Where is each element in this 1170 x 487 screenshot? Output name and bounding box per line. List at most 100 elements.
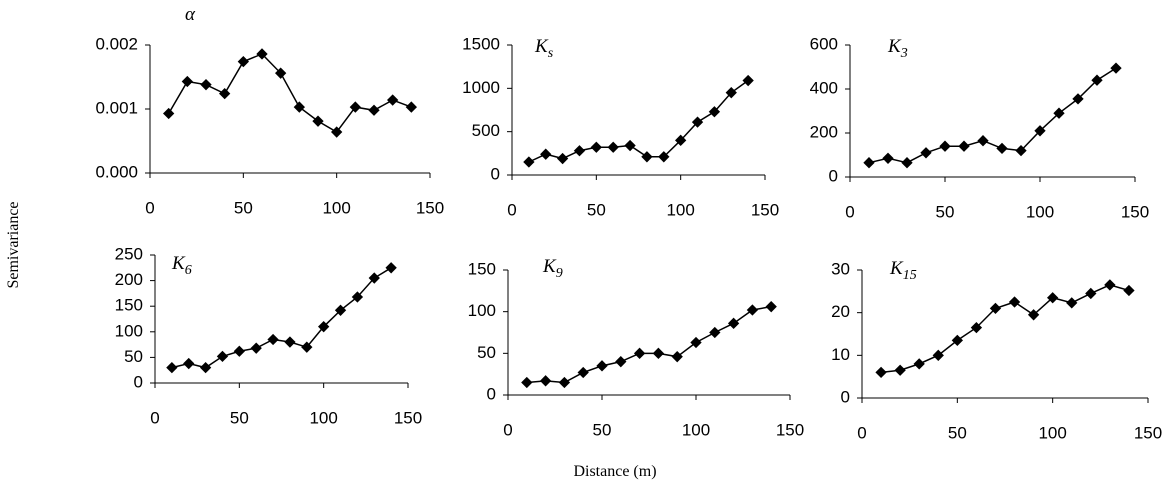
data-point	[894, 364, 906, 376]
y-tick-label: 1000	[462, 78, 500, 97]
data-point	[675, 134, 687, 146]
data-line	[171, 267, 392, 369]
data-point	[1104, 279, 1116, 291]
data-point	[293, 101, 305, 113]
panel-title-main: K	[542, 256, 557, 277]
x-tick-label: 150	[1134, 423, 1162, 442]
y-tick-label: 50	[477, 343, 496, 362]
x-tick-label: 100	[1026, 202, 1054, 221]
data-point	[284, 336, 296, 348]
data-line	[528, 79, 749, 163]
x-tick-label: 0	[145, 198, 154, 217]
data-point	[540, 148, 552, 160]
data-line	[526, 305, 772, 384]
data-point	[334, 304, 347, 316]
data-point	[351, 291, 364, 303]
data-point	[256, 48, 268, 60]
data-point	[658, 151, 670, 163]
y-tick-label: 150	[115, 296, 143, 315]
data-point	[523, 156, 535, 168]
data-point	[199, 361, 212, 374]
x-tick-label: 150	[751, 200, 779, 219]
data-point	[577, 366, 589, 379]
data-point	[349, 101, 361, 113]
x-tick-label: 50	[234, 198, 253, 217]
y-tick-label: 50	[124, 347, 143, 366]
data-point	[216, 350, 229, 363]
x-tick-label: 150	[394, 408, 422, 427]
data-point	[368, 272, 380, 284]
panel-title: K6	[171, 253, 192, 278]
data-point	[1034, 125, 1046, 137]
x-tick-label: 150	[1121, 202, 1149, 221]
x-tick-label: 50	[230, 408, 249, 427]
data-point	[882, 152, 894, 164]
data-point	[951, 334, 963, 347]
y-tick-label: 400	[810, 78, 838, 97]
data-point	[977, 135, 989, 147]
data-point	[615, 356, 627, 368]
panel-title-main: K	[887, 36, 902, 57]
y-tick-label: 0.000	[95, 162, 138, 181]
data-point	[250, 342, 262, 354]
x-tick-label: 0	[507, 200, 516, 219]
data-point	[641, 151, 653, 163]
panel-title: K3	[887, 36, 908, 61]
data-point	[539, 375, 552, 387]
data-point	[875, 366, 887, 379]
y-tick-label: 1500	[462, 34, 500, 53]
data-point	[1110, 62, 1122, 74]
data-point	[989, 302, 1002, 315]
panel-title-main: K	[171, 253, 186, 274]
data-point	[183, 357, 195, 370]
panel-title-subscript: 6	[185, 263, 192, 278]
data-point	[633, 347, 646, 359]
panel-title-subscript: 9	[556, 266, 563, 281]
data-point	[996, 142, 1008, 155]
y-tick-label: 0	[829, 166, 838, 185]
data-point	[301, 341, 313, 353]
x-tick-label: 150	[416, 198, 444, 217]
data-point	[558, 376, 571, 389]
data-point	[901, 157, 913, 169]
y-tick-label: 100	[115, 321, 143, 340]
data-point	[590, 141, 602, 153]
y-tick-label: 600	[810, 34, 838, 53]
data-point	[573, 145, 586, 157]
data-point	[1015, 144, 1027, 157]
y-tick-label: 500	[472, 121, 500, 140]
data-point	[1053, 107, 1065, 119]
x-tick-label: 100	[682, 420, 710, 439]
data-point	[1027, 309, 1040, 321]
data-point	[200, 79, 212, 91]
data-line	[168, 53, 412, 134]
panel-title: K9	[542, 256, 563, 281]
data-point	[1008, 296, 1021, 308]
y-tick-label: 10	[831, 345, 850, 364]
y-tick-label: 200	[810, 122, 838, 141]
y-tick-label: 250	[115, 244, 143, 263]
data-point	[932, 349, 944, 361]
data-point	[233, 345, 245, 357]
data-point	[920, 147, 932, 159]
data-point	[163, 107, 175, 120]
data-point	[690, 336, 702, 349]
data-point	[166, 361, 178, 374]
data-point	[1047, 292, 1059, 304]
data-point	[671, 351, 683, 363]
x-tick-label: 100	[666, 200, 694, 219]
data-point	[219, 87, 231, 100]
panel-title-main: K	[889, 258, 904, 279]
data-point	[385, 262, 397, 274]
panel-title-main: α	[185, 4, 196, 25]
y-tick-label: 0	[841, 387, 850, 406]
data-point	[237, 55, 249, 68]
data-point	[709, 326, 721, 339]
x-tick-label: 100	[1038, 423, 1066, 442]
y-tick-label: 150	[468, 259, 496, 278]
data-point	[387, 94, 399, 106]
panel-title-subscript: 3	[900, 46, 908, 61]
data-point	[267, 333, 279, 346]
y-tick-label: 100	[468, 301, 496, 320]
